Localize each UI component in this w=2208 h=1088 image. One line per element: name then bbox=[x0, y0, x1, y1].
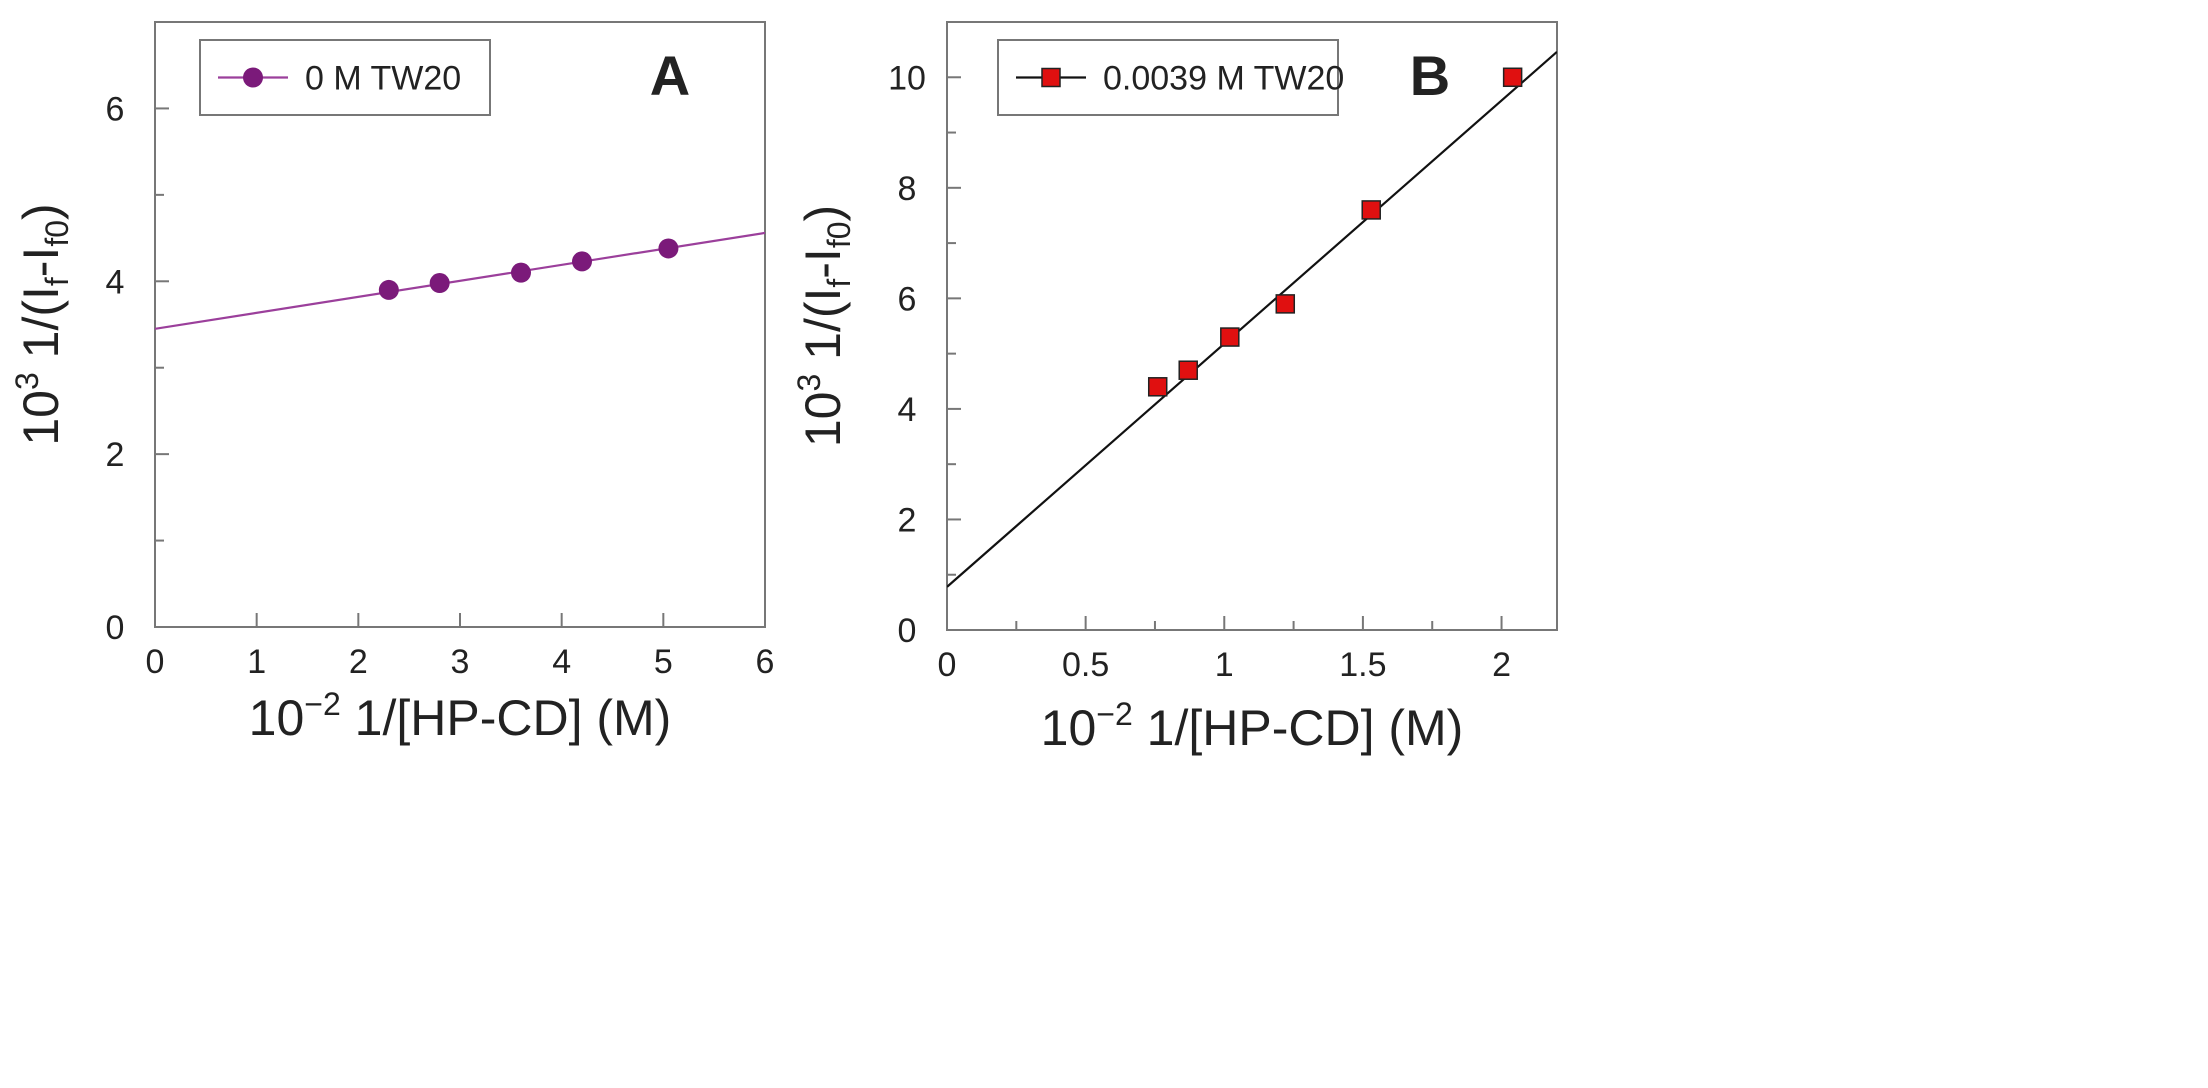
legend-label: 0 M TW20 bbox=[305, 60, 461, 98]
x-tick-label: 0 bbox=[938, 646, 957, 684]
legend: 0 M TW20 bbox=[199, 39, 491, 116]
data-point bbox=[1275, 294, 1296, 314]
x-tick-label: 1.5 bbox=[1339, 646, 1386, 684]
y-tick-label: 0 bbox=[898, 612, 917, 650]
fit-line bbox=[947, 51, 1557, 588]
y-tick-label: 4 bbox=[106, 263, 125, 301]
plot-frame bbox=[946, 21, 1558, 631]
x-tick-label: 4 bbox=[552, 643, 571, 681]
y-tick-label: 6 bbox=[898, 280, 917, 318]
data-point bbox=[378, 279, 399, 300]
legend-label: 0.0039 M TW20 bbox=[1103, 60, 1344, 98]
y-tick-label: 2 bbox=[898, 501, 917, 539]
data-point bbox=[1178, 360, 1198, 380]
y-tick-label: 6 bbox=[106, 90, 125, 128]
data-point bbox=[1502, 67, 1523, 88]
y-axis-title: 103 1/(If-If0) bbox=[791, 205, 857, 447]
y-tick-label: 2 bbox=[106, 436, 125, 474]
data-point bbox=[1147, 377, 1168, 397]
x-tick-label: 0.5 bbox=[1062, 646, 1109, 684]
legend-marker bbox=[1041, 67, 1061, 88]
panel-letter: A bbox=[650, 44, 690, 107]
x-tick-label: 3 bbox=[451, 643, 470, 681]
x-axis-title: 10−2 1/[HP-CD] (M) bbox=[1041, 696, 1464, 756]
x-tick-label: 2 bbox=[1492, 646, 1511, 684]
x-tick-label: 1 bbox=[1215, 646, 1234, 684]
panel-letter: B bbox=[1410, 44, 1450, 107]
x-tick-label: 6 bbox=[756, 643, 775, 681]
y-tick-label: 8 bbox=[898, 170, 917, 208]
x-tick-label: 1 bbox=[247, 643, 266, 681]
y-tick-label: 10 bbox=[888, 59, 926, 97]
y-tick-label: 4 bbox=[898, 391, 917, 429]
data-point bbox=[511, 262, 531, 283]
data-point bbox=[572, 251, 592, 272]
panel-a: 0 1 2 3 4 5 6 0 2 4 6 0 M TW20 A 10−2 1/[HP-CD] (M) 10… bbox=[9, 21, 775, 746]
y-tick-label: 0 bbox=[106, 609, 125, 647]
data-point bbox=[1361, 200, 1381, 220]
legend: 0.0039 M TW20 bbox=[997, 39, 1344, 116]
x-tick-label: 5 bbox=[654, 643, 673, 681]
panel-b: 0 0.5 1 1.5 2 0 2 4 6 8 10 0.0039 M TW20 B 10−2 1/[HP… bbox=[791, 21, 1558, 756]
data-point bbox=[429, 273, 450, 294]
x-axis-title: 10−2 1/[HP-CD] (M) bbox=[249, 686, 672, 746]
y-axis-title: 103 1/(If-If0) bbox=[9, 203, 75, 445]
data-point bbox=[1220, 327, 1240, 347]
x-tick-label: 0 bbox=[146, 643, 165, 681]
legend-marker bbox=[243, 67, 263, 88]
data-point bbox=[658, 238, 679, 259]
x-tick-label: 2 bbox=[349, 643, 368, 681]
